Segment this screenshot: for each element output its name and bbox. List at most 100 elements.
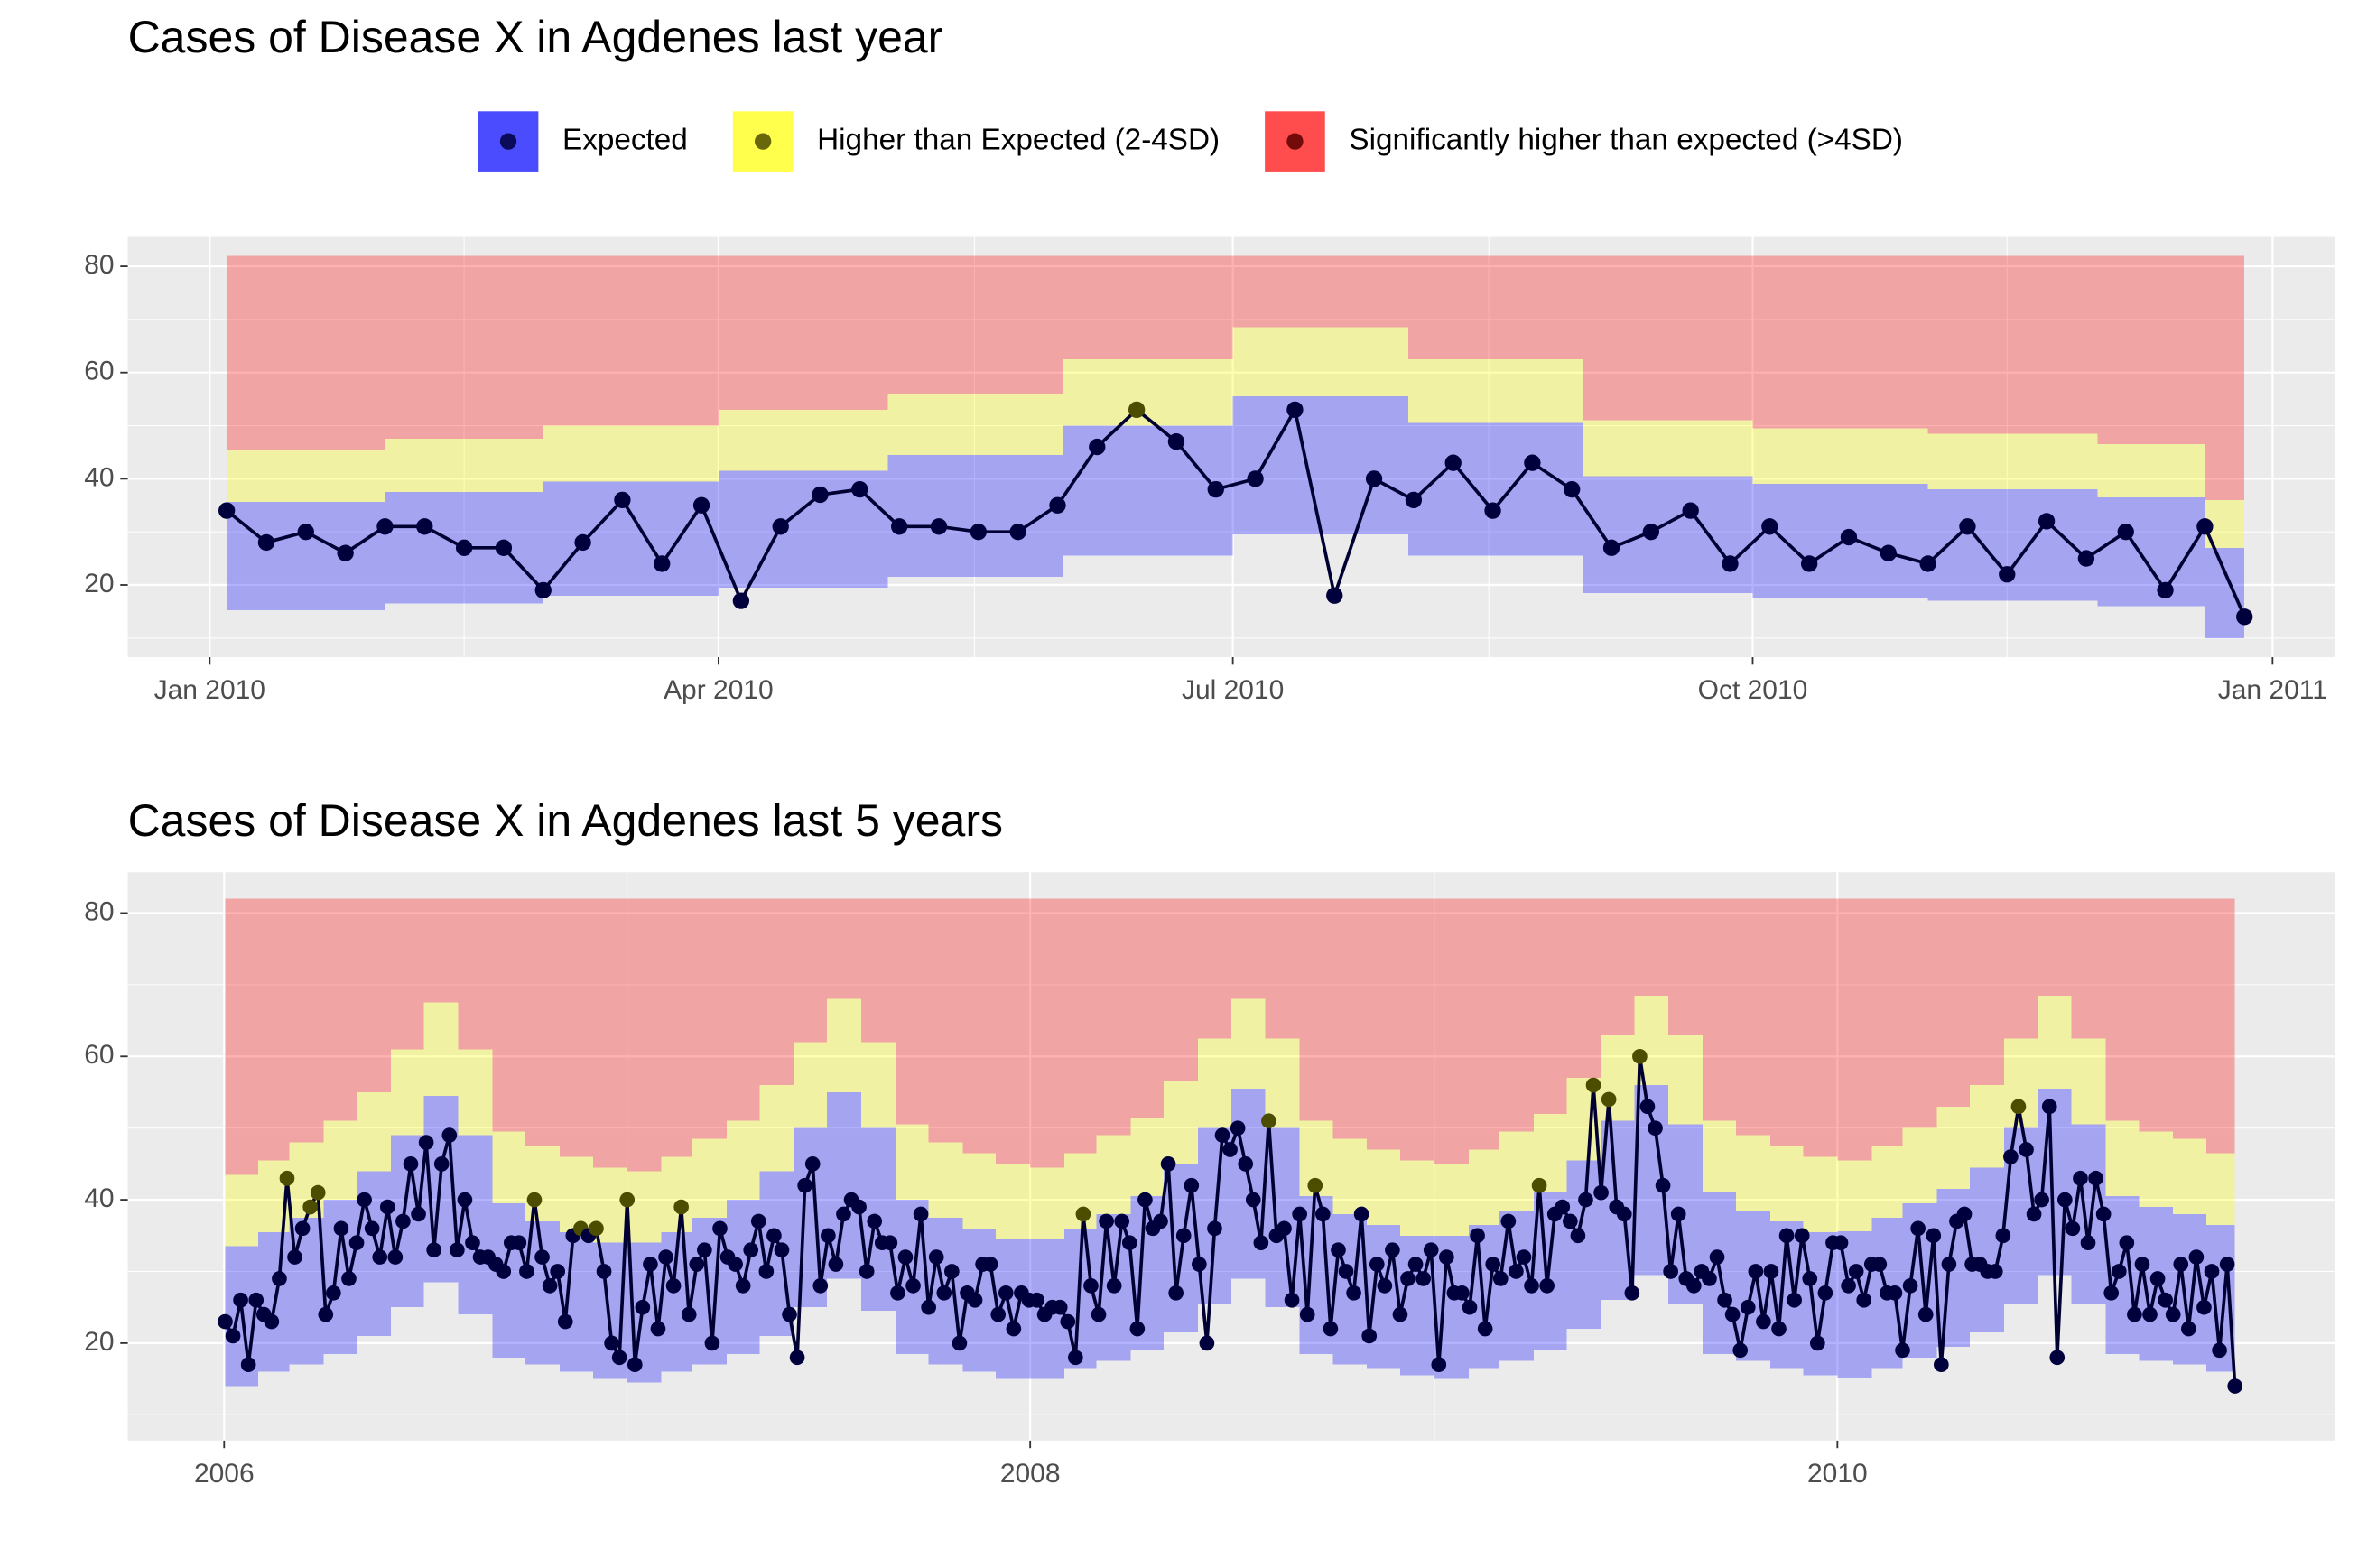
significant-band [1927,255,2098,434]
case-point [2073,1170,2088,1186]
case-point [797,1177,812,1193]
case-point [2111,1264,2127,1279]
case-point [891,518,908,535]
case-point [534,1249,550,1265]
case-point [1702,1271,1717,1286]
case-point [1509,1264,1524,1279]
case-point [318,1306,334,1322]
case-point [1902,1278,1918,1294]
case-point [1999,566,2016,583]
case-point [1331,1242,1346,1257]
case-point [2196,518,2214,535]
y-tick-label: 60 [84,1040,114,1070]
significant-band [627,898,662,1172]
case-point [2088,1170,2103,1186]
case-point [1642,524,1660,541]
case-point [372,1249,388,1265]
significant-band [861,898,896,1043]
expected-band [1232,396,1408,535]
case-point [1763,1264,1779,1279]
case-point [1585,1077,1601,1093]
expected-band [458,1135,493,1315]
higher-band [492,1131,526,1204]
significant-band [1837,898,1872,1161]
case-point [1153,1213,1168,1229]
significant-band [1871,898,1903,1146]
case-point [2219,1257,2235,1272]
case-point [1771,1321,1787,1337]
significant-band [962,898,997,1154]
significant-band [2097,255,2205,445]
case-point [1353,1206,1369,1222]
higher-band [2097,444,2205,497]
higher-band [928,1142,963,1218]
significant-band [225,898,259,1175]
case-point [348,1235,365,1251]
chart-title: Cases of Disease X in Agdenes last 5 yea… [128,795,1003,846]
case-point [1346,1285,1361,1301]
case-point [1029,1292,1044,1308]
significant-band [1534,898,1567,1114]
case-point [1800,555,1818,572]
case-point [433,1156,450,1172]
significant-band [1434,898,1469,1164]
case-point [905,1278,921,1294]
case-point [1286,401,1304,419]
higher-band [1399,1160,1434,1236]
legend-item: Significantly higher than expected (>4SD… [1265,111,1903,172]
case-point [1083,1278,1099,1294]
case-point [2227,1378,2243,1394]
case-point [1485,1257,1501,1272]
significant-band [1583,255,1753,421]
case-point [2019,1142,2034,1157]
case-point [673,1199,689,1215]
case-point [1253,1235,1269,1251]
higher-band [1434,1164,1469,1236]
case-point [1570,1228,1586,1244]
significant-band [258,898,290,1161]
y-tick-label: 20 [84,569,114,598]
case-point [2188,1249,2205,1265]
case-point [519,1264,534,1279]
higher-band [1902,1127,1937,1204]
case-point [882,1235,898,1251]
case-point [542,1278,558,1294]
case-point [2003,1149,2019,1164]
case-point [1632,1048,1648,1064]
higher-band [227,450,385,503]
case-point [1761,518,1778,535]
case-point [1748,1264,1764,1279]
case-point [944,1264,960,1279]
higher-band [1936,1106,1971,1190]
case-point [1089,438,1106,456]
significant-band [2071,898,2106,1039]
case-point [1400,1271,1416,1286]
case-point [704,1335,720,1351]
case-point [2038,513,2056,530]
case-point [1564,480,1581,498]
case-point [1616,1206,1632,1222]
significant-band [827,898,862,999]
case-point [1601,1091,1617,1108]
case-point [851,1199,867,1215]
case-point [735,1278,751,1294]
significant-band [1407,255,1583,360]
case-point [403,1156,419,1172]
higher-band [1164,1081,1199,1164]
case-point [240,1357,256,1373]
significant-band [1367,898,1400,1150]
case-point [2065,1220,2081,1237]
higher-band [1232,327,1408,397]
case-point [1887,1285,1903,1301]
case-point [1299,1306,1315,1322]
case-point [2103,1285,2120,1301]
significant-band [2139,898,2174,1132]
case-point [812,486,829,504]
higher-band [543,425,719,482]
case-point [495,539,513,556]
case-point [681,1306,697,1322]
case-point [1539,1278,1555,1294]
case-point [2095,1206,2112,1222]
case-point [1454,1285,1470,1301]
case-point [1833,1235,1849,1251]
